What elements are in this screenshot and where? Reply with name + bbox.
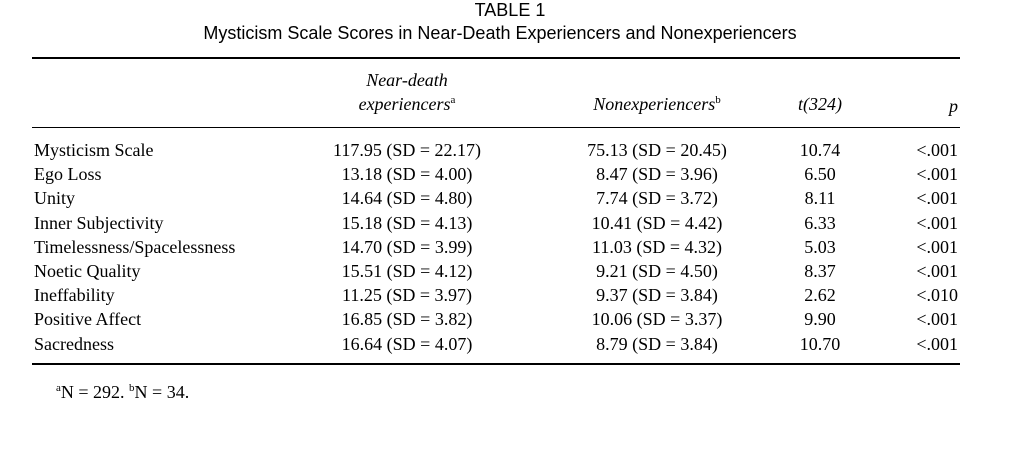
p-value: <.001 (916, 309, 958, 330)
header-t-statistic: t(324) (798, 94, 842, 114)
p-value: <.001 (916, 212, 958, 233)
p-value: <.001 (916, 140, 958, 160)
row-label: Ineffability (34, 285, 115, 306)
nonexperiencer-value: 7.74 (SD = 3.72) (596, 188, 718, 209)
header-near-death: Near-death experiencersa (312, 68, 502, 116)
table-row: Positive Affect 16.85 (SD = 3.82) 10.06 (S… (32, 307, 960, 331)
header-rule (32, 127, 960, 128)
t-value: 5.03 (804, 236, 836, 257)
header-p-value: p (949, 96, 958, 116)
table-row: Ineffability 11.25 (SD = 3.97) 9.37 (SD = … (32, 283, 960, 307)
top-rule (32, 57, 960, 59)
nonexperiencer-value: 75.13 (SD = 20.45) (587, 140, 727, 160)
table-row: Mysticism Scale 117.95 (SD = 22.17) 75.13 … (32, 138, 960, 162)
p-value: <.001 (916, 236, 958, 257)
header-near-death-line1: Near-death (366, 70, 448, 90)
table-row: Timelessness/Spacelessness 14.70 (SD = 3.… (32, 235, 960, 259)
p-value: <.001 (916, 333, 958, 354)
t-value: 9.90 (804, 309, 836, 330)
p-value: <.001 (916, 164, 958, 185)
row-label: Timelessness/Spacelessness (34, 236, 236, 257)
row-label: Noetic Quality (34, 261, 141, 281)
nonexperiencer-value: 9.21 (SD = 4.50) (596, 261, 718, 281)
p-value: <.010 (916, 285, 958, 306)
table-row: Unity 14.64 (SD = 4.80) 7.74 (SD = 3.72) 8.… (32, 186, 960, 210)
near-death-value: 11.25 (SD = 3.97) (342, 285, 472, 306)
row-label: Positive Affect (34, 309, 142, 330)
table-row: Ego Loss 13.18 (SD = 4.00) 8.47 (SD = 3.96… (32, 162, 960, 186)
p-value: <.001 (916, 188, 958, 209)
row-label: Unity (34, 188, 76, 209)
near-death-value: 13.18 (SD = 4.00) (341, 164, 473, 185)
table-row: Sacredness 16.64 (SD = 4.07) 8.79 (SD = 3.… (32, 332, 960, 356)
nonexperiencer-value: 10.06 (SD = 3.37) (591, 309, 723, 330)
t-value: 8.11 (804, 188, 836, 209)
row-label: Mysticism Scale (34, 140, 154, 160)
header-nonexperiencers: Nonexperiencersb (593, 94, 721, 114)
table-label: TABLE 1 (474, 0, 546, 20)
near-death-value: 14.64 (SD = 4.80) (341, 188, 473, 209)
near-death-value: 117.95 (SD = 22.17) (333, 140, 481, 160)
t-value: 10.74 (799, 140, 841, 160)
header-near-death-line2: experiencersa (358, 94, 456, 114)
t-value: 6.50 (804, 164, 836, 185)
t-value: 8.37 (804, 261, 836, 281)
footnote-a-mark: a (56, 382, 61, 394)
footnote-marker-a: a (450, 94, 456, 106)
near-death-value: 15.18 (SD = 4.13) (341, 212, 473, 233)
row-label: Ego Loss (34, 164, 102, 185)
near-death-value: 16.64 (SD = 4.07) (341, 333, 473, 354)
near-death-value: 15.51 (SD = 4.12) (341, 261, 473, 281)
table-title: Mysticism Scale Scores in Near-Death Exp… (203, 23, 797, 43)
near-death-value: 16.85 (SD = 3.82) (341, 309, 473, 330)
nonexperiencer-value: 11.03 (SD = 4.32) (592, 236, 722, 257)
t-value: 6.33 (804, 212, 836, 233)
t-value: 10.70 (799, 333, 841, 354)
row-label: Inner Subjectivity (34, 212, 164, 233)
near-death-value: 14.70 (SD = 3.99) (341, 236, 473, 257)
footnote-b-mark: b (129, 382, 135, 394)
nonexperiencer-value: 8.79 (SD = 3.84) (596, 333, 718, 354)
bottom-rule (32, 363, 960, 365)
table-footnote: aN = 292. bN = 34. (56, 382, 189, 402)
row-label: Sacredness (34, 333, 114, 354)
footnote-marker-b: b (715, 94, 721, 106)
t-value: 2.62 (804, 285, 836, 306)
nonexperiencer-value: 8.47 (SD = 3.96) (596, 164, 718, 185)
table-row: Noetic Quality 15.51 (SD = 4.12) 9.21 (SD … (32, 259, 960, 283)
table-row: Inner Subjectivity 15.18 (SD = 4.13) 10.41… (32, 211, 960, 235)
footnote-b-text: N = 34. (134, 382, 190, 402)
nonexperiencer-value: 9.37 (SD = 3.84) (596, 285, 718, 306)
nonexperiencer-value: 10.41 (SD = 4.42) (591, 212, 723, 233)
footnote-a-text: N = 292. (60, 382, 125, 402)
p-value: <.001 (916, 261, 958, 281)
